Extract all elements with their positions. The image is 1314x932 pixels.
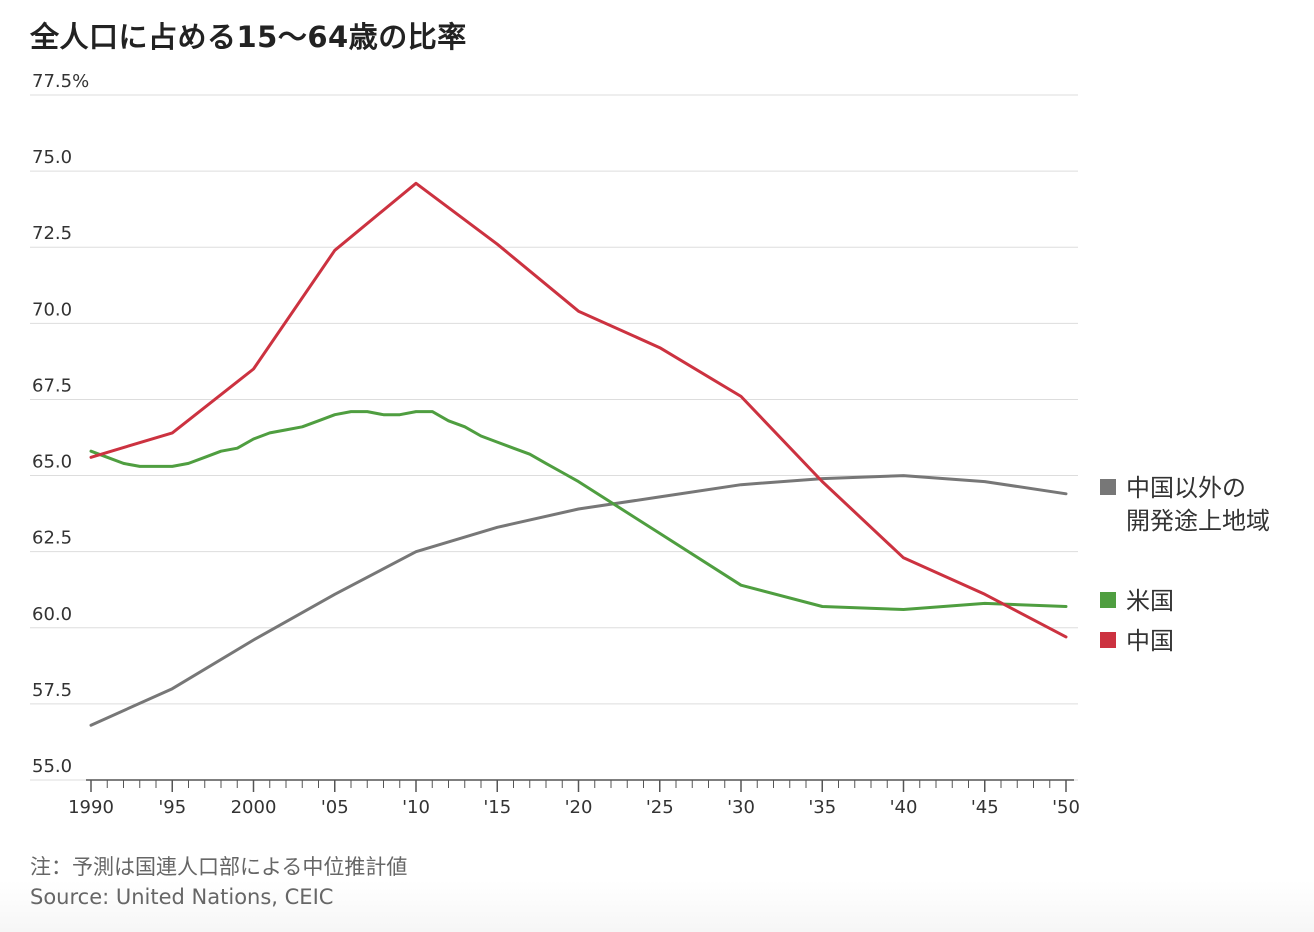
y-tick-label: 65.0 [32,452,72,473]
legend-swatch [1100,632,1116,648]
x-tick-label: 2000 [231,797,277,818]
x-tick-label: '50 [1052,797,1080,818]
y-tick-label: 60.0 [32,604,72,625]
y-tick-label: 57.5 [32,680,72,701]
y-tick-label: 72.5 [32,223,72,244]
grid-lines [30,94,1078,781]
x-tick-label: '05 [321,797,349,818]
x-tick-label: '30 [727,797,755,818]
y-axis-tick-labels: 55.0 57.5 60.0 62.5 65.0 67.5 70.0 72.5 75.0 77.5… [32,71,89,777]
legend-label: 中国以外の [1126,474,1246,502]
x-axis: 1990 '95 2000 '05 '10 '15 '20 '25 '30 '35 '40 '45 '5… [68,779,1080,818]
x-tick-label: '10 [402,797,430,818]
chart-note: 注：予測は国連人口部による中位推計値 [30,855,408,879]
chart-title: 全人口に占める15〜64歳の比率 [30,20,467,54]
legend-swatch [1100,592,1116,608]
x-tick-label: '40 [890,797,918,818]
legend-swatch [1100,479,1116,495]
y-tick-label: 75.0 [32,147,72,168]
x-tick-label: '20 [565,797,593,818]
y-tick-label: 70.0 [32,299,72,320]
series-line [89,474,1068,727]
series-lines [89,181,1068,727]
legend-label: 米国 [1126,587,1174,615]
series-line [89,410,1068,611]
line-chart: 55.0 57.5 60.0 62.5 65.0 67.5 70.0 72.5 75.0 77.5… [30,71,1270,818]
chart-source: Source: United Nations, CEIC [30,885,334,909]
x-tick-label: '25 [646,797,674,818]
y-tick-label: 55.0 [32,756,72,777]
legend-label: 中国 [1126,627,1174,655]
x-tick-label: '95 [158,797,186,818]
y-tick-label: 67.5 [32,375,72,396]
x-tick-label: '35 [808,797,836,818]
x-tick-label: '45 [971,797,999,818]
series-line [89,181,1068,639]
y-tick-label: 62.5 [32,528,72,549]
y-tick-label: 77.5% [32,71,89,92]
legend-label: 開発途上地域 [1126,507,1270,535]
x-tick-label: '15 [483,797,511,818]
x-tick-label: 1990 [68,797,114,818]
